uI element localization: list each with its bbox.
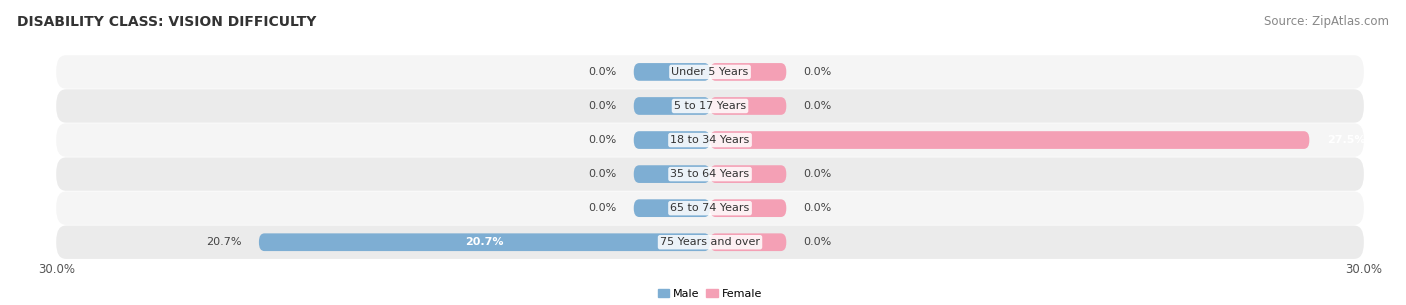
FancyBboxPatch shape <box>710 233 786 251</box>
Text: 65 to 74 Years: 65 to 74 Years <box>671 203 749 213</box>
FancyBboxPatch shape <box>710 199 786 217</box>
FancyBboxPatch shape <box>710 63 786 81</box>
FancyBboxPatch shape <box>634 165 710 183</box>
Text: 0.0%: 0.0% <box>804 203 832 213</box>
FancyBboxPatch shape <box>56 157 1364 191</box>
Text: 27.5%: 27.5% <box>1327 135 1365 145</box>
FancyBboxPatch shape <box>710 131 1309 149</box>
Text: 20.7%: 20.7% <box>207 237 242 247</box>
Text: Under 5 Years: Under 5 Years <box>672 67 748 77</box>
FancyBboxPatch shape <box>710 97 786 115</box>
Text: 5 to 17 Years: 5 to 17 Years <box>673 101 747 111</box>
Text: DISABILITY CLASS: VISION DIFFICULTY: DISABILITY CLASS: VISION DIFFICULTY <box>17 15 316 29</box>
Text: 0.0%: 0.0% <box>588 203 616 213</box>
FancyBboxPatch shape <box>56 89 1364 123</box>
FancyBboxPatch shape <box>634 131 710 149</box>
FancyBboxPatch shape <box>259 233 710 251</box>
Text: 0.0%: 0.0% <box>804 101 832 111</box>
FancyBboxPatch shape <box>56 55 1364 89</box>
Text: Source: ZipAtlas.com: Source: ZipAtlas.com <box>1264 15 1389 28</box>
Text: 0.0%: 0.0% <box>588 101 616 111</box>
FancyBboxPatch shape <box>56 225 1364 259</box>
Text: 0.0%: 0.0% <box>804 67 832 77</box>
Text: 35 to 64 Years: 35 to 64 Years <box>671 169 749 179</box>
Text: 0.0%: 0.0% <box>804 237 832 247</box>
FancyBboxPatch shape <box>710 165 786 183</box>
Text: 75 Years and over: 75 Years and over <box>659 237 761 247</box>
Text: 18 to 34 Years: 18 to 34 Years <box>671 135 749 145</box>
Legend: Male, Female: Male, Female <box>658 289 762 299</box>
FancyBboxPatch shape <box>634 97 710 115</box>
FancyBboxPatch shape <box>56 192 1364 225</box>
FancyBboxPatch shape <box>56 123 1364 157</box>
Text: 0.0%: 0.0% <box>588 169 616 179</box>
FancyBboxPatch shape <box>634 63 710 81</box>
Text: 0.0%: 0.0% <box>588 135 616 145</box>
FancyBboxPatch shape <box>634 199 710 217</box>
Text: 20.7%: 20.7% <box>465 237 503 247</box>
Text: 0.0%: 0.0% <box>804 169 832 179</box>
Text: 0.0%: 0.0% <box>588 67 616 77</box>
